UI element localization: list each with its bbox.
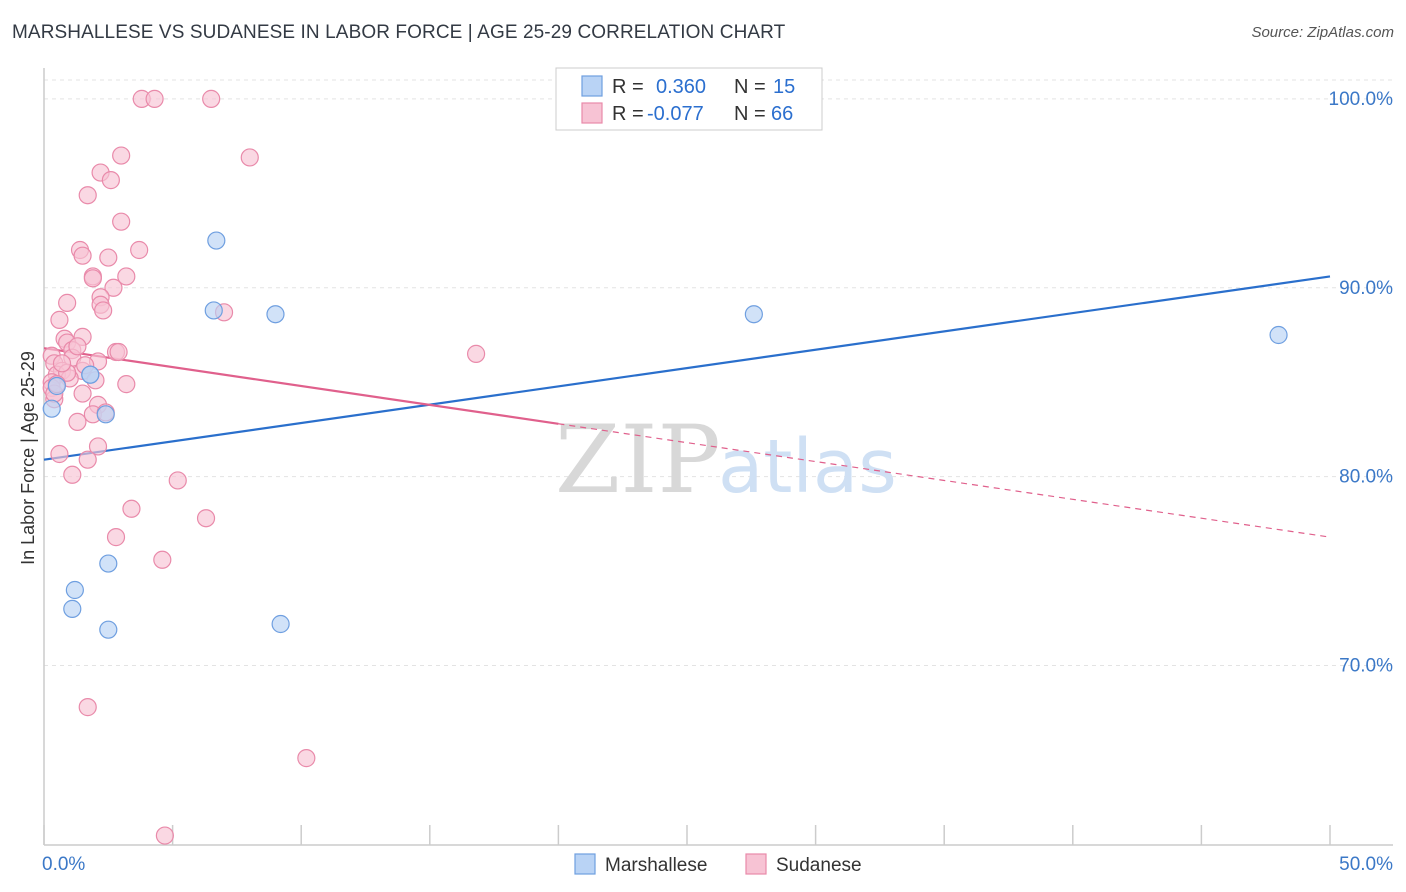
y-tick-label: 100.0%	[1329, 89, 1394, 110]
point-sudanese	[155, 826, 174, 845]
y-axis-label: In Labor Force | Age 25-29	[18, 351, 38, 565]
trend-lines	[43, 275, 1331, 538]
point-marshallese	[207, 231, 226, 250]
grid-lines	[44, 79, 1393, 667]
point-sudanese	[168, 471, 187, 490]
y-tick-label: 90.0%	[1339, 278, 1393, 299]
point-sudanese	[130, 240, 149, 260]
point-sudanese	[122, 499, 141, 518]
point-sudanese	[68, 412, 87, 431]
watermark: ZIP atlas	[555, 406, 897, 515]
legend-r-label: R =	[612, 76, 644, 98]
chart-title: MARSHALLESE VS SUDANESE IN LABOR FORCE |…	[12, 22, 786, 43]
point-sudanese	[78, 698, 97, 717]
legend-marker-marshallese	[574, 853, 596, 875]
legend-n-label: N =	[734, 103, 766, 125]
point-marshallese	[1269, 325, 1288, 345]
point-sudanese	[50, 310, 69, 329]
point-sudanese	[153, 550, 172, 569]
point-sudanese	[109, 342, 128, 362]
point-marshallese	[744, 305, 763, 324]
point-sudanese	[68, 337, 87, 356]
point-sudanese	[145, 89, 164, 108]
point-sudanese	[58, 293, 77, 312]
point-marshallese	[271, 614, 290, 634]
x-tick-label-min: 0.0%	[42, 854, 85, 875]
point-sudanese	[112, 212, 131, 231]
legend-n-label: N =	[734, 76, 766, 98]
legend-r-marshallese: 0.360	[656, 76, 706, 98]
point-marshallese	[99, 620, 118, 639]
point-sudanese	[117, 375, 136, 394]
legend-swatch-sudanese	[581, 102, 603, 124]
point-sudanese	[99, 248, 118, 267]
point-sudanese	[88, 437, 108, 456]
watermark-atlas: atlas	[718, 424, 897, 510]
point-sudanese	[83, 269, 102, 288]
legend-swatch-marshallese	[581, 75, 603, 97]
axes: 70.0% 80.0% 90.0% 100.0%	[43, 68, 1394, 846]
point-marshallese	[47, 376, 66, 396]
legend-stats: R = 0.360 N = 15 R = -0.077 N = 66	[555, 67, 823, 131]
point-marshallese	[99, 554, 118, 573]
point-sudanese	[94, 301, 113, 320]
point-marshallese	[65, 580, 84, 600]
x-tick-label-max: 50.0%	[1339, 854, 1393, 875]
point-sudanese	[78, 186, 97, 205]
point-sudanese	[73, 384, 92, 403]
point-marshallese	[96, 405, 115, 424]
point-sudanese	[52, 354, 72, 373]
point-sudanese	[104, 278, 123, 297]
legend-marker-sudanese	[745, 853, 767, 875]
y-tick-label: 80.0%	[1339, 467, 1393, 488]
legend-label-sudanese: Sudanese	[776, 855, 862, 876]
point-sudanese	[117, 267, 136, 286]
point-sudanese	[63, 465, 82, 484]
legend-series: Marshallese Sudanese	[574, 853, 862, 876]
point-marshallese	[266, 305, 285, 324]
point-sudanese	[101, 171, 120, 190]
legend-r-sudanese: -0.077	[647, 103, 704, 125]
point-marshallese	[204, 301, 223, 320]
watermark-zip: ZIP	[555, 406, 721, 515]
point-sudanese	[78, 450, 97, 469]
point-marshallese	[63, 599, 82, 618]
point-marshallese	[81, 365, 100, 384]
point-sudanese	[50, 444, 69, 464]
point-sudanese	[466, 344, 486, 363]
trend-line-sudanese-extension	[558, 423, 1331, 538]
point-marshallese	[42, 399, 61, 418]
trend-line-marshallese	[43, 275, 1331, 461]
legend-r-label: R =	[612, 103, 644, 125]
y-tick-label: 70.0%	[1339, 656, 1393, 677]
point-sudanese	[106, 528, 126, 547]
legend-n-marshallese: 15	[773, 76, 795, 98]
point-sudanese	[112, 146, 131, 165]
data-points	[42, 89, 1288, 845]
legend-n-sudanese: 66	[771, 103, 793, 125]
trend-line-sudanese	[43, 347, 559, 425]
point-sudanese	[240, 148, 259, 167]
point-sudanese	[73, 246, 92, 265]
point-sudanese	[202, 89, 221, 108]
point-sudanese	[297, 749, 316, 768]
legend-label-marshallese: Marshallese	[605, 855, 707, 876]
point-sudanese	[196, 509, 216, 528]
chart-source: Source: ZipAtlas.com	[1251, 24, 1394, 41]
